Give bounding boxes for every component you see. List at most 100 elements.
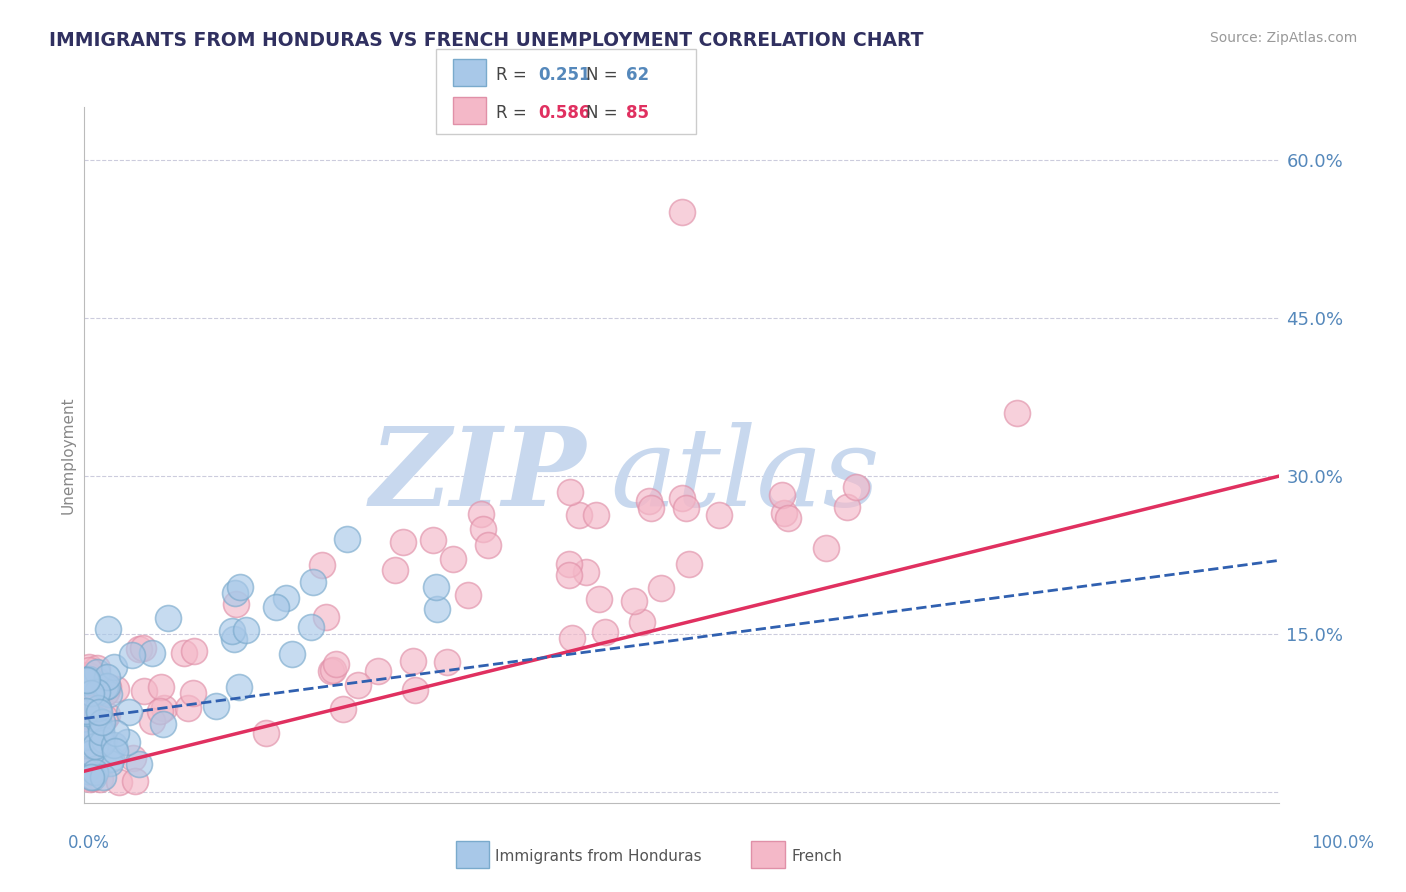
Point <box>470 507 492 521</box>
Point <box>77 672 100 686</box>
Point <box>772 507 794 521</box>
Point <box>299 619 322 633</box>
Point <box>384 563 406 577</box>
Point <box>835 500 858 514</box>
Point <box>477 538 499 552</box>
Point <box>650 581 672 595</box>
Point <box>94 711 117 725</box>
Point <box>103 738 125 752</box>
Point <box>224 586 246 600</box>
Text: ZIP: ZIP <box>370 422 586 530</box>
Point <box>76 706 98 721</box>
Point <box>256 725 278 739</box>
Point <box>86 665 108 680</box>
Point <box>173 647 195 661</box>
Point <box>86 740 108 755</box>
Point <box>472 522 495 536</box>
Point <box>82 770 104 784</box>
Point <box>90 736 112 750</box>
Point <box>108 774 131 789</box>
Point <box>141 714 163 729</box>
Point <box>671 491 693 505</box>
Text: R =: R = <box>496 103 527 121</box>
Point <box>567 508 589 522</box>
Point <box>778 511 800 525</box>
Point <box>336 533 359 547</box>
Point <box>332 702 354 716</box>
Point <box>122 751 145 765</box>
Point <box>157 611 180 625</box>
Point <box>77 663 100 677</box>
Text: 62: 62 <box>626 66 648 84</box>
Point <box>229 580 252 594</box>
Point <box>770 488 793 502</box>
Point <box>86 701 108 715</box>
Point <box>75 673 97 687</box>
Point <box>87 713 110 727</box>
Point <box>75 730 97 744</box>
Point <box>79 660 101 674</box>
Text: R =: R = <box>496 66 527 84</box>
Point <box>221 624 243 638</box>
Point <box>80 686 103 700</box>
Point <box>100 752 122 766</box>
Point <box>575 565 598 579</box>
Point <box>235 624 257 638</box>
Text: N =: N = <box>586 66 617 84</box>
Point <box>82 700 104 714</box>
Point <box>80 770 103 784</box>
Point <box>367 665 389 679</box>
Point <box>152 717 174 731</box>
Point <box>79 772 101 786</box>
Point <box>425 602 447 616</box>
Text: IMMIGRANTS FROM HONDURAS VS FRENCH UNEMPLOYMENT CORRELATION CHART: IMMIGRANTS FROM HONDURAS VS FRENCH UNEMP… <box>49 31 924 50</box>
Point <box>558 558 581 572</box>
Point <box>311 558 333 572</box>
Point <box>302 575 325 590</box>
Point <box>150 680 173 694</box>
Point <box>121 648 143 663</box>
Point <box>814 541 837 556</box>
Point <box>90 722 112 736</box>
Point <box>141 646 163 660</box>
Point <box>98 687 121 701</box>
Point <box>80 718 103 732</box>
Point <box>623 594 645 608</box>
Point <box>79 693 101 707</box>
Point <box>105 681 128 696</box>
Text: 85: 85 <box>626 103 648 121</box>
Point <box>402 654 425 668</box>
Text: 0.586: 0.586 <box>538 103 591 121</box>
Point <box>588 592 610 607</box>
Point <box>707 508 730 522</box>
Point <box>1005 406 1028 420</box>
Text: 100.0%: 100.0% <box>1312 834 1374 852</box>
Point <box>91 734 114 748</box>
Point <box>80 720 103 734</box>
Point <box>436 655 458 669</box>
Point <box>630 615 652 629</box>
Point <box>86 685 108 699</box>
Point <box>205 698 228 713</box>
Point <box>93 733 115 747</box>
Point <box>83 762 105 776</box>
Point <box>79 709 101 723</box>
Point <box>678 558 700 572</box>
Text: French: French <box>792 849 842 863</box>
Point <box>228 681 250 695</box>
Point <box>132 641 155 656</box>
Point <box>128 642 150 657</box>
Text: 0.251: 0.251 <box>538 66 591 84</box>
Point <box>76 673 98 687</box>
Point <box>561 631 583 645</box>
Point <box>91 770 114 784</box>
Point <box>104 726 127 740</box>
Point <box>844 480 866 494</box>
Point <box>97 622 120 636</box>
Text: 0.0%: 0.0% <box>67 834 110 852</box>
Point <box>75 764 97 778</box>
Point <box>225 598 247 612</box>
Point <box>319 664 342 678</box>
Point <box>104 744 127 758</box>
Point <box>558 568 581 582</box>
